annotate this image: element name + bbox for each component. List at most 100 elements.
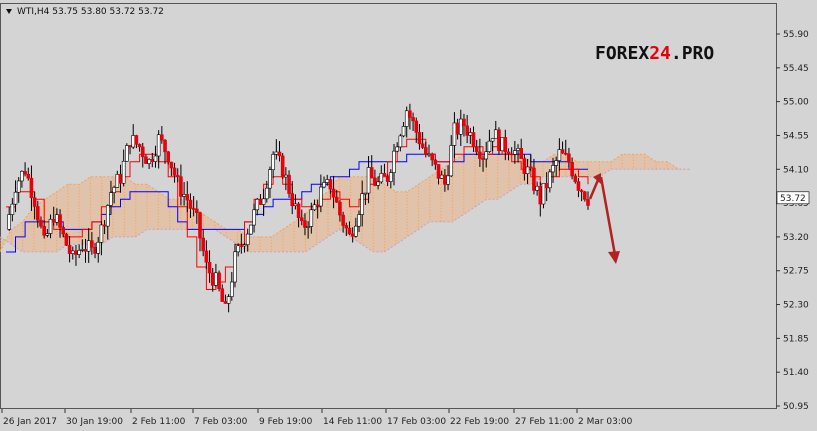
candle-body <box>392 150 396 173</box>
candle-body <box>258 199 263 205</box>
candle-body <box>315 204 320 207</box>
candle-body <box>214 272 218 286</box>
candle-body <box>287 174 291 194</box>
candle-body <box>99 224 104 243</box>
candle-body <box>446 175 450 185</box>
candle-body <box>567 153 571 163</box>
candle-body <box>497 129 501 152</box>
candle-body <box>462 118 466 127</box>
y-tick-label: 55.00 <box>783 98 809 108</box>
candle-body <box>70 250 75 254</box>
x-tick-label: 2 Feb 11:00 <box>132 417 186 427</box>
candle-body <box>417 132 422 145</box>
candle-body <box>554 160 558 166</box>
candle-body <box>271 154 275 170</box>
candle-body <box>493 129 498 139</box>
candle-body <box>185 194 190 201</box>
candle-body <box>299 217 304 222</box>
candle-body <box>465 125 469 136</box>
candle-body <box>458 118 463 135</box>
candle-body <box>163 139 167 153</box>
plot-frame <box>0 3 777 409</box>
candle-body <box>118 174 123 184</box>
candle-body <box>379 173 384 183</box>
x-tick-label: 2 Mar 03:00 <box>578 417 633 427</box>
candle-body <box>26 173 31 179</box>
candle-body <box>16 180 21 193</box>
candle-body <box>395 146 399 152</box>
candle-body <box>39 219 43 227</box>
y-tick-label: 55.45 <box>783 64 809 74</box>
candle-body <box>487 140 492 152</box>
x-tick-label: 22 Feb 19:00 <box>450 417 509 427</box>
candle-body <box>541 183 546 205</box>
candle-body <box>522 158 527 175</box>
senkou-span-a <box>0 153 690 253</box>
candle-body <box>277 151 282 157</box>
candle-body <box>77 250 81 255</box>
candle-body <box>13 191 18 205</box>
candle-body <box>226 296 231 304</box>
candle-body <box>210 272 215 286</box>
candle-body <box>128 145 132 148</box>
current-price-tag-bg <box>776 191 810 205</box>
forecast-arrow-down <box>599 176 617 256</box>
watermark-suffix: .PRO <box>671 43 715 64</box>
x-tick-label: 9 Feb 19:00 <box>259 417 313 427</box>
candle-body <box>579 190 584 193</box>
candle-body <box>105 205 110 227</box>
candle-body <box>51 218 56 223</box>
candle-body <box>430 153 434 161</box>
y-tick-label: 53.20 <box>783 233 809 243</box>
watermark-number: 24 <box>649 43 671 64</box>
candle-body <box>382 173 387 177</box>
candle-body <box>551 165 555 173</box>
candle-body <box>261 198 266 205</box>
candle-body <box>350 233 355 237</box>
watermark-text: FOREX24.PRO <box>595 43 714 64</box>
candle-body <box>420 143 425 148</box>
y-tick-label: 52.30 <box>783 301 809 311</box>
candle-body <box>7 214 11 230</box>
candle-body <box>331 188 336 198</box>
candle-body <box>357 214 361 227</box>
candle-body <box>455 122 460 135</box>
candle-body <box>408 110 412 118</box>
candle-body <box>576 181 581 191</box>
candle-body <box>125 145 129 162</box>
y-tick-label: 54.10 <box>783 165 809 175</box>
candle-body <box>153 155 158 162</box>
candle-body <box>236 245 240 253</box>
candle-body <box>535 185 539 191</box>
candle-body <box>131 135 136 148</box>
candle-body <box>319 186 323 207</box>
candle-body <box>290 193 295 207</box>
x-axis: 26 Jan 2017 30 Jan 19:00 2 Feb 11:00 7 Feb … <box>1 409 633 427</box>
candle-body <box>433 159 438 165</box>
candle-body <box>201 237 205 252</box>
x-tick-label: 7 Feb 03:00 <box>194 417 248 427</box>
candle-body <box>160 134 164 141</box>
candle-body <box>274 151 279 155</box>
candle-body <box>83 249 88 252</box>
candle-body <box>32 197 37 207</box>
candle-body <box>436 164 441 179</box>
candle-body <box>306 226 310 228</box>
candle-body <box>137 144 142 148</box>
dropdown-triangle-icon[interactable] <box>6 9 12 14</box>
candle-body <box>169 161 174 169</box>
candle-body <box>538 185 543 205</box>
candle-body <box>516 148 520 151</box>
candle-body <box>424 147 428 155</box>
candle-body <box>242 244 247 247</box>
forecast-arrow-down-head <box>608 251 620 264</box>
candle-body <box>64 233 69 246</box>
candle-body <box>207 261 212 274</box>
candle-body <box>268 169 272 189</box>
candle-body <box>500 137 504 152</box>
candle-body <box>55 214 59 223</box>
candle-body <box>385 175 390 182</box>
candle-body <box>188 199 193 209</box>
candle-body <box>560 149 565 154</box>
